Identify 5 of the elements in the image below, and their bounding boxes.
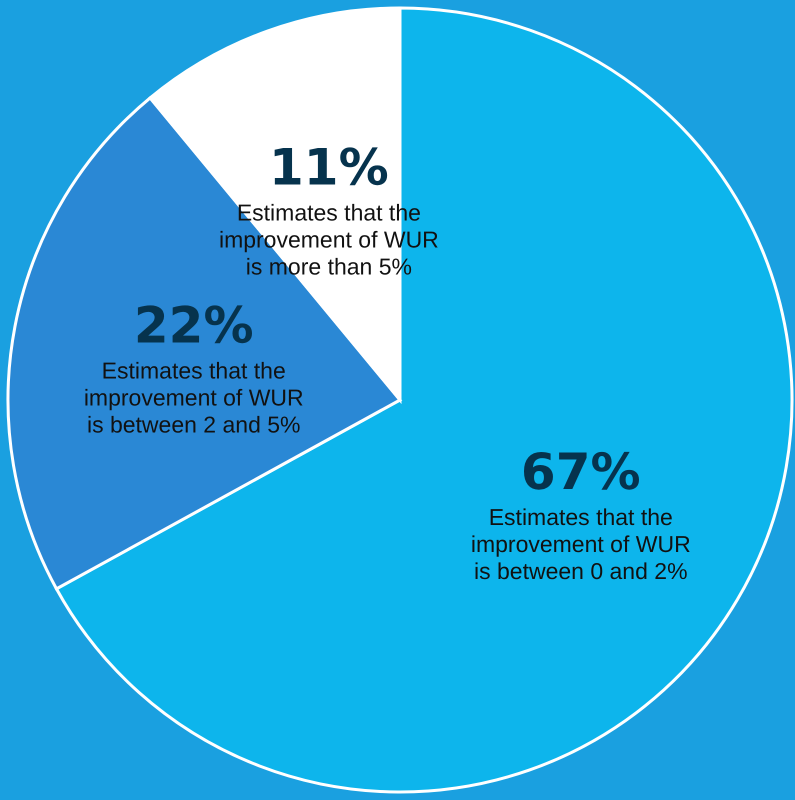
- data-label: 67%: [520, 442, 641, 501]
- slice-label: Estimates that the improvement of WUR is between 0 and 2%: [470, 504, 691, 584]
- slice-label: Estimates that the improvement of WUR is between 2 and 5%: [84, 358, 304, 438]
- data-label: 22%: [134, 296, 254, 355]
- data-label: 11%: [269, 138, 389, 196]
